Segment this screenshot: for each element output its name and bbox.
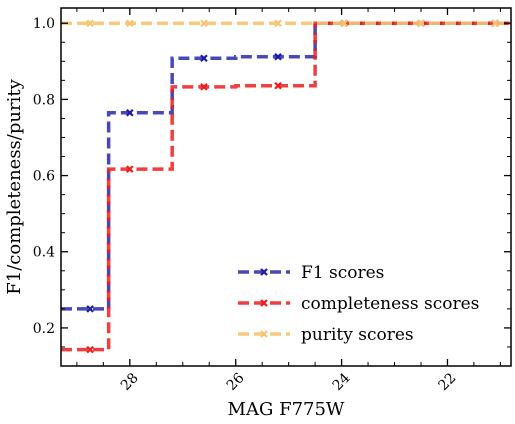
legend-entry: completeness scores bbox=[238, 294, 479, 314]
legend-label: completeness scores bbox=[301, 294, 479, 314]
data-point bbox=[86, 19, 94, 28]
legend-marker bbox=[260, 268, 268, 276]
legend-label: F1 scores bbox=[301, 263, 384, 283]
legend-entry: purity scores bbox=[238, 325, 414, 345]
x-axis-label: MAG F775W bbox=[228, 399, 345, 420]
data-point bbox=[274, 52, 282, 61]
series-purity-scores bbox=[61, 19, 511, 28]
data-point bbox=[200, 54, 208, 63]
plot-area bbox=[61, 19, 511, 354]
data-point bbox=[274, 19, 282, 28]
data-point bbox=[417, 19, 425, 28]
x-tick-label: 26 bbox=[224, 370, 248, 394]
legend: F1 scores completeness scores purity score… bbox=[238, 263, 479, 345]
data-point bbox=[126, 165, 134, 173]
data-point bbox=[126, 19, 134, 28]
legend-marker bbox=[260, 299, 268, 307]
legend-label: purity scores bbox=[301, 325, 414, 345]
data-point bbox=[274, 81, 282, 90]
x-tick-label: 22 bbox=[436, 370, 460, 394]
ticks: 28 26 24 22 0.2 0.4 0.6 0.8 1.0 bbox=[33, 8, 511, 394]
series-line bbox=[61, 21, 511, 352]
plot-frame bbox=[60, 7, 512, 367]
data-point bbox=[340, 19, 349, 28]
y-tick-label: 0.4 bbox=[33, 245, 55, 261]
series-f1-scores bbox=[61, 19, 511, 313]
data-point bbox=[200, 83, 208, 91]
legend-entry: F1 scores bbox=[238, 263, 384, 283]
x-tick-label: 28 bbox=[118, 370, 142, 394]
data-point bbox=[491, 19, 499, 28]
x-tick-label: 24 bbox=[330, 370, 354, 394]
series-line bbox=[61, 21, 511, 311]
y-tick-label: 1.0 bbox=[33, 16, 55, 32]
data-point bbox=[126, 108, 134, 117]
y-tick-label: 0.6 bbox=[33, 169, 55, 185]
data-point bbox=[86, 345, 94, 354]
data-point bbox=[86, 305, 94, 313]
y-axis-label: F1/completeness/purity bbox=[4, 78, 25, 294]
y-tick-label: 0.2 bbox=[33, 321, 55, 337]
data-point bbox=[200, 19, 208, 28]
y-tick-label: 0.8 bbox=[33, 92, 55, 108]
legend-marker bbox=[260, 330, 268, 338]
